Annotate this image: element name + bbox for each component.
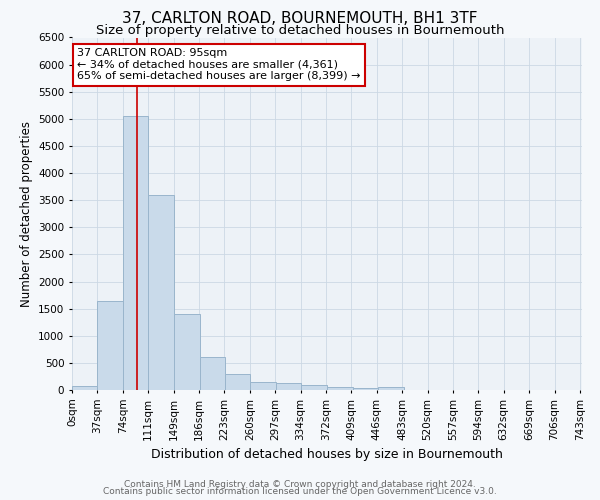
Bar	[174, 314, 200, 390]
Bar	[276, 383, 301, 390]
Bar	[378, 386, 404, 390]
Bar	[353, 388, 378, 390]
Y-axis label: Number of detached properties: Number of detached properties	[20, 120, 32, 306]
Text: Contains HM Land Registry data © Crown copyright and database right 2024.: Contains HM Land Registry data © Crown c…	[124, 480, 476, 489]
Text: Contains public sector information licensed under the Open Government Licence v3: Contains public sector information licen…	[103, 488, 497, 496]
Bar	[72, 386, 97, 390]
Bar	[328, 388, 353, 390]
X-axis label: Distribution of detached houses by size in Bournemouth: Distribution of detached houses by size …	[151, 448, 503, 461]
Bar	[97, 300, 123, 390]
Text: 37 CARLTON ROAD: 95sqm
← 34% of detached houses are smaller (4,361)
65% of semi-: 37 CARLTON ROAD: 95sqm ← 34% of detached…	[77, 48, 361, 82]
Bar	[148, 195, 173, 390]
Bar	[301, 384, 326, 390]
Text: Size of property relative to detached houses in Bournemouth: Size of property relative to detached ho…	[96, 24, 504, 37]
Bar	[200, 358, 225, 390]
Bar	[123, 116, 148, 390]
Bar	[225, 374, 250, 390]
Text: 37, CARLTON ROAD, BOURNEMOUTH, BH1 3TF: 37, CARLTON ROAD, BOURNEMOUTH, BH1 3TF	[122, 11, 478, 26]
Bar	[250, 382, 276, 390]
